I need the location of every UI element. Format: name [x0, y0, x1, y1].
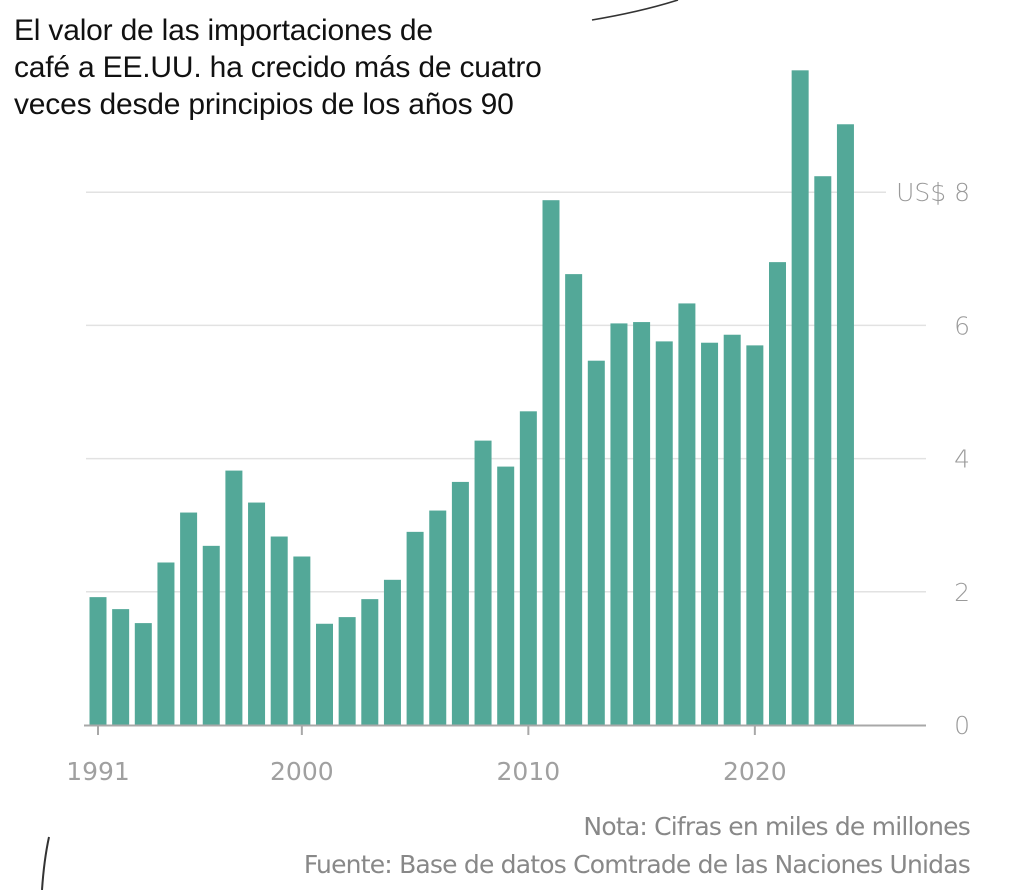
bar-2003	[361, 599, 379, 725]
decorative-stroke-bottom	[41, 836, 50, 890]
footer-note: Nota: Cifras en miles de millones	[583, 812, 970, 841]
title-line-2: café a EE.UU. ha crecido más de cuatro	[14, 51, 542, 84]
bar-2020	[746, 345, 764, 725]
bar-2023	[814, 176, 832, 725]
bar-2008	[474, 440, 492, 725]
bar-2005	[406, 531, 424, 725]
bar-1997	[225, 470, 243, 725]
y-tick-label-0: 0	[954, 711, 970, 740]
bar-2011	[542, 200, 560, 725]
title-line-1: El valor de las importaciones de	[14, 14, 433, 47]
bar-2019	[723, 334, 741, 725]
bar-2007	[451, 481, 469, 725]
bars	[89, 70, 854, 725]
bar-1995	[180, 512, 198, 725]
x-tick-label-2000: 2000	[270, 757, 334, 786]
bar-2015	[633, 322, 651, 725]
bar-2012	[565, 274, 583, 725]
bar-2009	[497, 466, 515, 725]
y-tick-label-6: 6	[954, 311, 970, 340]
bar-2001	[316, 623, 333, 725]
bar-2010	[519, 411, 537, 725]
bar-2016	[655, 341, 673, 725]
bar-1991	[89, 597, 107, 725]
chart-footer: Nota: Cifras en miles de millones Fuente…	[303, 808, 971, 884]
bar-2024	[836, 124, 854, 725]
bar-2014	[610, 323, 628, 725]
title-line-3: veces desde principios de los años 90	[14, 88, 514, 121]
x-tick-label-2020: 2020	[723, 757, 787, 786]
x-tick-label-2010: 2010	[497, 757, 561, 786]
bar-2002	[338, 617, 356, 725]
bar-1999	[270, 536, 288, 725]
y-tick-label-2: 2	[954, 578, 970, 607]
bar-2017	[678, 303, 696, 725]
y-tick-label-8: US$ 8	[896, 178, 970, 207]
x-tick-label-1991: 1991	[66, 757, 130, 786]
bar-2022	[791, 70, 809, 725]
x-axis	[84, 724, 926, 735]
bar-2013	[587, 360, 605, 725]
footer-source: Fuente: Base de datos Comtrade de las Na…	[303, 850, 971, 879]
y-axis-labels: 0 2 4 6 US$ 8	[896, 178, 970, 740]
bar-1996	[202, 545, 220, 725]
decorative-stroke-top	[591, 0, 679, 21]
bar-2018	[701, 342, 719, 725]
bar-1992	[112, 609, 130, 725]
bar-1993	[134, 623, 152, 725]
chart-title: El valor de las importaciones de café a …	[14, 12, 694, 123]
x-axis-labels: 1991 2000 2010 2020	[66, 757, 786, 786]
bar-2006	[429, 510, 447, 725]
bar-2000	[293, 556, 311, 725]
bar-1994	[157, 562, 175, 725]
bar-1998	[248, 502, 266, 725]
bar-2021	[769, 262, 786, 725]
bar-2004	[383, 579, 401, 725]
y-tick-label-4: 4	[954, 445, 970, 474]
